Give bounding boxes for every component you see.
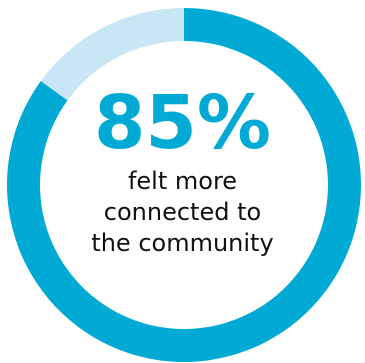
center-percentage: 85% xyxy=(93,80,272,166)
caption-line-1: felt more xyxy=(127,167,238,195)
caption-line-2: connected to xyxy=(103,198,262,226)
center-caption: felt more connected to the community xyxy=(0,166,365,259)
caption-line-3: the community xyxy=(91,229,274,257)
donut-slice-remainder xyxy=(40,8,185,101)
